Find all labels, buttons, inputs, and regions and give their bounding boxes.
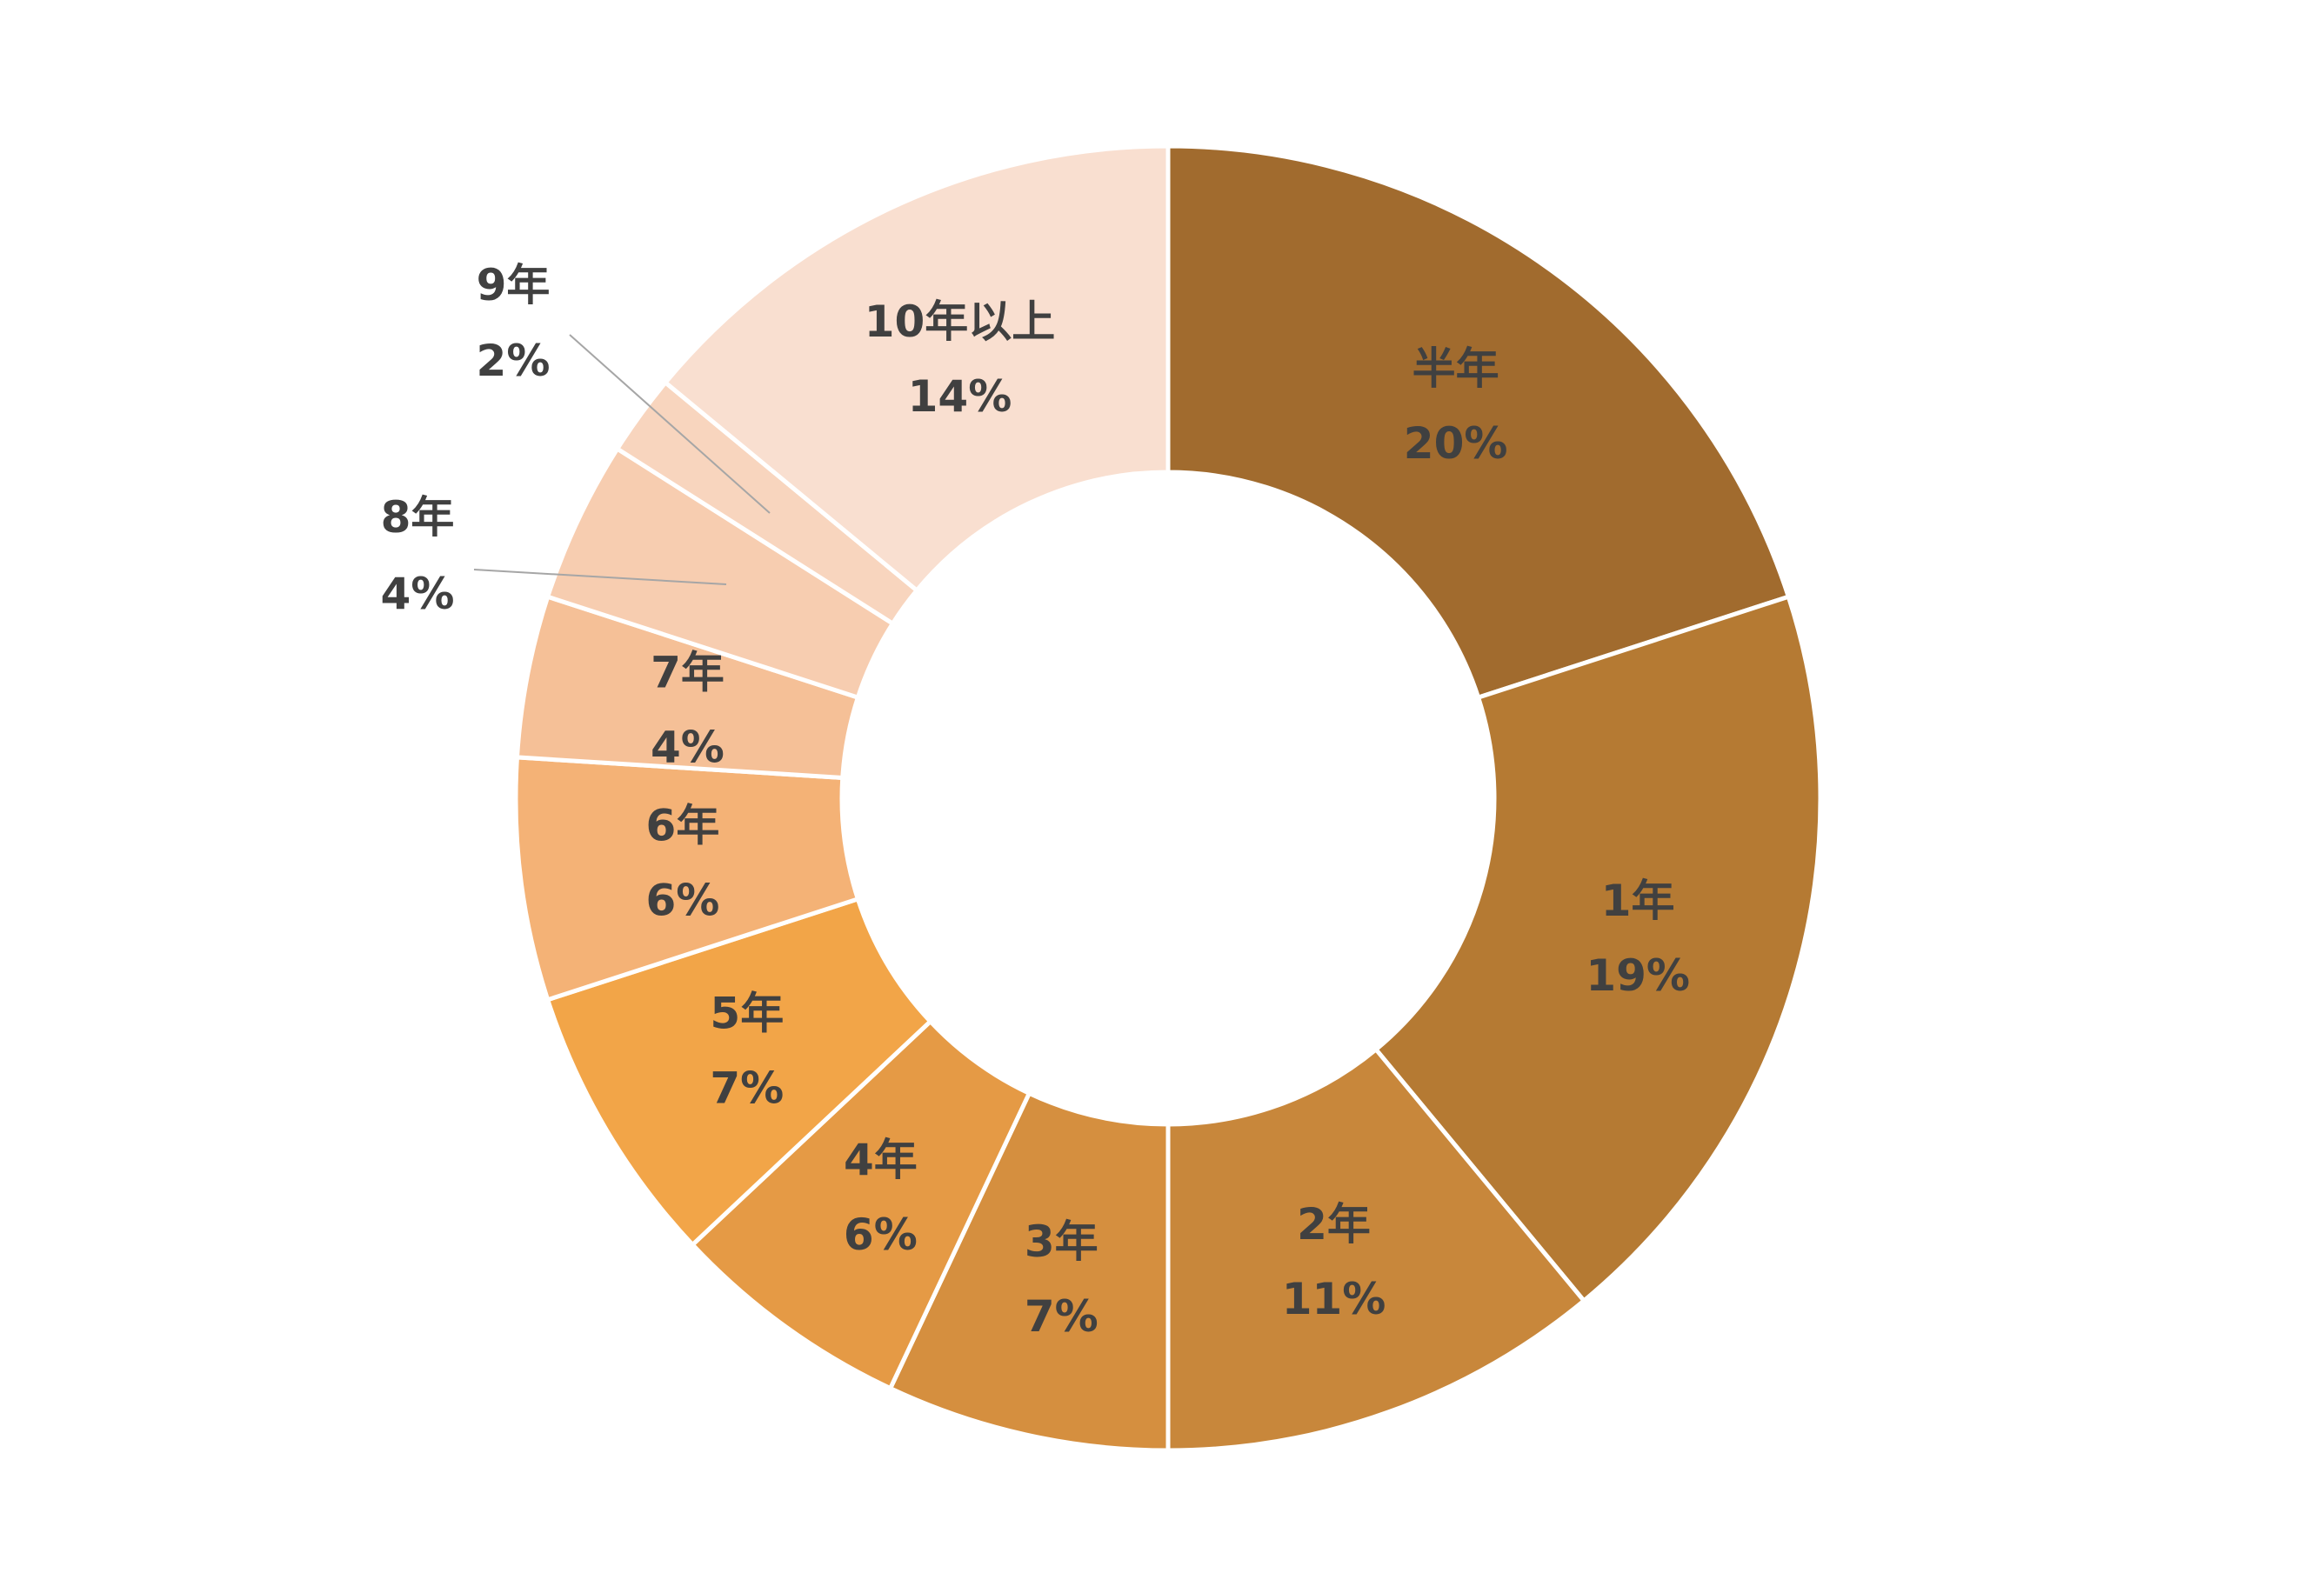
data-label-category-2: 2年 — [1297, 1199, 1371, 1250]
data-label-category-9: 9年 — [477, 260, 551, 310]
data-label-percent-8: 4% — [381, 569, 455, 619]
data-label-percent-9: 2% — [477, 336, 551, 386]
donut-slice-2 — [1165, 1046, 1587, 1453]
data-label-percent-6: 6% — [645, 876, 719, 926]
leader-line-8 — [473, 569, 727, 585]
data-label-percent-3: 7% — [1025, 1291, 1099, 1342]
data-label-percent-4: 6% — [844, 1210, 918, 1260]
data-label-category-0: 半年 — [1412, 343, 1499, 394]
data-label-category-3: 3年 — [1025, 1216, 1099, 1267]
data-label-category-5: 5年 — [710, 988, 784, 1038]
data-label-percent-2: 11% — [1282, 1274, 1386, 1324]
data-label-percent-0: 20% — [1404, 418, 1508, 469]
data-label-percent-1: 19% — [1586, 950, 1690, 1001]
donut-slice-10 — [662, 143, 1171, 594]
leader-lines-layer — [473, 334, 771, 585]
data-label-percent-5: 7% — [710, 1063, 784, 1113]
data-label-percent-7: 4% — [651, 723, 725, 773]
data-label-category-1: 1年 — [1601, 876, 1675, 926]
leader-line-9 — [569, 334, 771, 514]
data-label-category-10: 10年以上 — [865, 297, 1056, 347]
donut-slice-1 — [1372, 594, 1823, 1304]
donut-slice-0 — [1165, 143, 1792, 701]
data-label-category-8: 8年 — [381, 492, 455, 543]
slices-layer — [513, 143, 1823, 1453]
data-label-category-7: 7年 — [651, 648, 725, 698]
data-labels-layer: 半年 20% 1年 19% 2年 11% 3年 7% 4年 6% 5年 7% 6年 6% 7年 4% 8年 4% 9… — [381, 260, 1690, 1342]
data-label-percent-10: 14% — [908, 371, 1012, 422]
data-label-category-6: 6年 — [646, 800, 720, 850]
data-label-category-4: 4年 — [844, 1135, 918, 1185]
